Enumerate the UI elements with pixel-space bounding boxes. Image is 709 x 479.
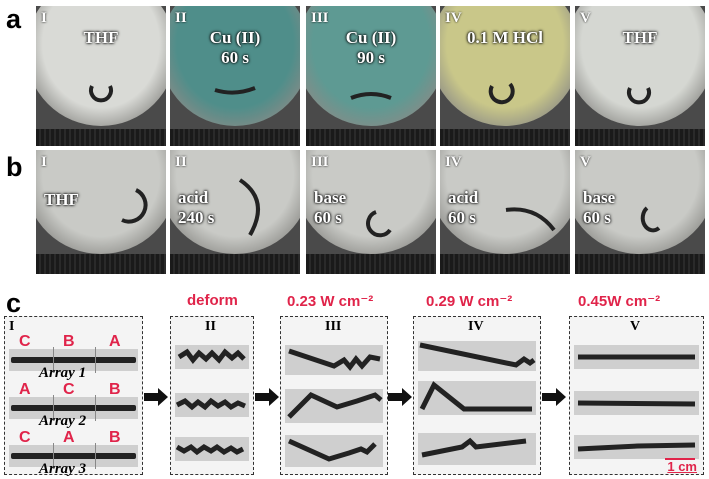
roman-b-I: I	[41, 154, 47, 170]
panel-label-b: b	[6, 152, 23, 182]
label-a-IV-0: 0.1 M HCl	[466, 28, 544, 47]
photo-a-IV: IV 0.1 M HCl	[440, 6, 570, 146]
header-deform: deform	[187, 292, 238, 309]
label-a-II-1: 60 s	[221, 47, 249, 67]
segment-letter: B	[109, 429, 121, 446]
label-b-IV-1: 60 s	[448, 207, 476, 227]
roman-a-III: III	[311, 10, 329, 26]
partial-recovery-strips-029	[418, 341, 536, 465]
label-b-I-0: THF	[44, 190, 79, 209]
roman-c-IV: IV	[468, 319, 484, 334]
array-name: Array 2	[39, 413, 87, 429]
box-c-II: II	[170, 316, 254, 475]
photo-b-III: III base 60 s	[306, 150, 436, 274]
array-row: C B A Array 1	[5, 333, 142, 383]
header-power-023: 0.23 W cm⁻²	[287, 293, 374, 310]
photo-a-II: II Cu (II) 60 s	[170, 6, 300, 146]
sample-film	[505, 207, 556, 232]
sample-film	[488, 82, 515, 105]
roman-b-V: V	[580, 154, 591, 170]
box-c-V: V 1 cm	[569, 316, 704, 475]
panel-label-c: c	[6, 288, 22, 318]
segment-letter: B	[109, 381, 121, 398]
roman-b-IV: IV	[445, 154, 462, 170]
sample-film	[350, 92, 392, 100]
header-power-029: 0.29 W cm⁻²	[426, 293, 513, 310]
photo-a-III: III Cu (II) 90 s	[306, 6, 436, 146]
roman-a-IV: IV	[445, 10, 462, 26]
segment-letter: A	[63, 429, 75, 446]
box-c-III: III	[280, 316, 388, 475]
scale-bar	[665, 458, 695, 460]
sample-film	[366, 210, 392, 238]
arrow-icon	[255, 388, 279, 406]
segment-letter: A	[109, 333, 121, 350]
segment-letter: C	[19, 429, 31, 446]
label-b-V-1: 60 s	[583, 207, 611, 227]
photo-a-I: I THF	[36, 6, 166, 146]
segment-letter: B	[63, 333, 75, 350]
label-a-III-1: 90 s	[357, 47, 385, 67]
recovered-strips	[574, 345, 699, 459]
scale-bar-label: 1 cm	[667, 459, 697, 474]
sample-film	[640, 206, 661, 233]
panel-label-a: a	[6, 4, 22, 34]
roman-c-III: III	[325, 319, 342, 334]
label-b-II-0: acid	[178, 188, 209, 207]
photo-b-I: I THF	[36, 150, 166, 274]
roman-a-II: II	[175, 10, 187, 26]
box-c-I: I C B A Array 1 A C B Array 2 C A B Array 3	[4, 316, 143, 477]
label-a-I-0: THF	[83, 28, 119, 47]
roman-a-V: V	[580, 10, 591, 26]
roman-b-III: III	[311, 154, 329, 170]
photo-a-V: V THF	[575, 6, 705, 146]
sample-film	[89, 85, 113, 103]
arrow-icon	[144, 388, 168, 406]
label-b-IV-0: acid	[448, 188, 479, 207]
label-b-V-0: base	[583, 188, 616, 207]
roman-c-II: II	[205, 319, 216, 334]
label-a-V-0: THF	[622, 28, 658, 47]
sample-film	[238, 178, 260, 236]
photo-b-IV: IV acid 60 s	[440, 150, 570, 274]
sample-film	[121, 188, 148, 224]
sample-film	[627, 87, 651, 105]
deformed-strips	[175, 345, 249, 461]
segment-letter: A	[19, 381, 31, 398]
label-b-III-1: 60 s	[314, 207, 342, 227]
photo-b-II: II acid 240 s	[170, 150, 300, 274]
header-power-045: 0.45W cm⁻²	[578, 293, 661, 310]
segment-letter: C	[63, 381, 75, 398]
roman-c-I: I	[9, 319, 15, 334]
label-b-III-0: base	[314, 188, 347, 207]
label-a-II-0: Cu (II)	[209, 28, 261, 47]
array-name: Array 1	[39, 365, 87, 381]
label-b-II-1: 240 s	[178, 207, 215, 227]
box-c-IV: IV	[413, 316, 541, 475]
segment-letter: C	[19, 333, 31, 350]
roman-c-V: V	[630, 319, 641, 334]
roman-a-I: I	[41, 10, 47, 26]
array-row: C A B Array 3	[5, 429, 142, 479]
arrow-icon	[388, 388, 412, 406]
array-row: A C B Array 2	[5, 381, 142, 431]
roman-b-II: II	[175, 154, 187, 170]
label-a-III-0: Cu (II)	[345, 28, 397, 47]
array-name: Array 3	[39, 461, 87, 477]
sample-film	[214, 86, 256, 95]
partial-recovery-strips-023	[285, 345, 383, 467]
arrow-icon	[542, 388, 566, 406]
